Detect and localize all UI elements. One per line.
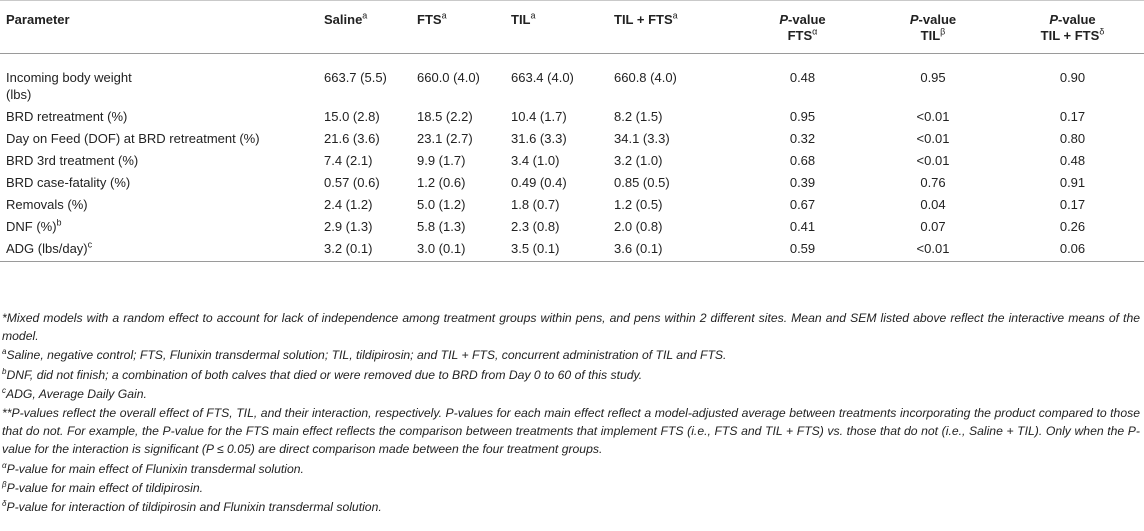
cell-parameter: ADG (lbs/day)c xyxy=(6,239,93,256)
header-p-interaction: P-value TIL + FTSδ xyxy=(1040,12,1105,43)
header-parameter: Parameter xyxy=(6,12,70,27)
cell-saline: 15.0 (2.8) xyxy=(324,109,380,124)
cell-p-fts: 0.48 xyxy=(789,70,816,85)
cell-p-til: 0.95 xyxy=(920,70,946,85)
cell-parameter: DNF (%)b xyxy=(6,217,62,234)
results-table-container: Parameter Salinea FTSa TILa TIL + FTSa P… xyxy=(0,0,1144,262)
cell-fts: 660.0 (4.0) xyxy=(417,70,480,85)
cell-fts: 5.8 (1.3) xyxy=(417,219,466,234)
cell-saline: 21.6 (3.6) xyxy=(324,131,380,146)
cell-p-interaction: 0.17 xyxy=(1059,109,1086,124)
footnote-beta: βP-value for main effect of tildipirosin… xyxy=(2,479,204,495)
cell-parameter: BRD 3rd treatment (%) xyxy=(6,153,139,168)
cell-p-fts: 0.39 xyxy=(789,175,816,190)
cell-p-fts: 0.32 xyxy=(789,131,816,146)
cell-til: 3.4 (1.0) xyxy=(511,153,560,168)
cell-fts: 23.1 (2.7) xyxy=(417,131,473,146)
header-p-fts: P-value FTSα xyxy=(779,12,826,43)
cell-fts: 9.9 (1.7) xyxy=(417,153,466,168)
table-row: BRD retreatment (%) 15.0 (2.8) 18.5 (2.2… xyxy=(0,105,1144,127)
cell-til-fts: 3.6 (0.1) xyxy=(614,241,663,256)
cell-p-til: 0.04 xyxy=(920,197,946,212)
cell-p-fts: 0.41 xyxy=(789,219,816,234)
footnote-b: bDNF, did not finish; a combination of b… xyxy=(2,366,643,382)
cell-til-fts: 660.8 (4.0) xyxy=(614,70,677,85)
footnote-a: aSaline, negative control; FTS, Flunixin… xyxy=(2,347,727,363)
cell-p-fts: 0.95 xyxy=(789,109,816,124)
cell-til: 1.8 (0.7) xyxy=(511,197,560,212)
footnote-delta: δP-value for interaction of tildipirosin… xyxy=(2,498,382,515)
cell-saline: 7.4 (2.1) xyxy=(324,153,373,168)
header-til: TILa xyxy=(511,10,536,27)
cell-p-til: 0.76 xyxy=(920,175,946,190)
cell-til: 10.4 (1.7) xyxy=(511,109,567,124)
cell-til-fts: 3.2 (1.0) xyxy=(614,153,663,168)
cell-p-til: <0.01 xyxy=(916,241,950,256)
header-p-til: P-value TILβ xyxy=(909,12,957,43)
cell-parameter: Removals (%) xyxy=(6,197,88,212)
cell-saline: 2.9 (1.3) xyxy=(324,219,373,234)
table-row: Day on Feed (DOF) at BRD retreatment (%)… xyxy=(0,127,1144,149)
table-row: ADG (lbs/day)c 3.2 (0.1) 3.0 (0.1) 3.5 (… xyxy=(0,237,1144,262)
cell-p-fts: 0.59 xyxy=(789,241,816,256)
cell-saline: 0.57 (0.6) xyxy=(324,175,380,190)
cell-fts: 18.5 (2.2) xyxy=(417,109,473,124)
cell-til: 2.3 (0.8) xyxy=(511,219,560,234)
cell-p-interaction: 0.26 xyxy=(1059,219,1086,234)
cell-til-fts: 2.0 (0.8) xyxy=(614,219,663,234)
footnote-alpha: αP-value for main effect of Flunixin tra… xyxy=(2,460,304,476)
header-saline: Salinea xyxy=(324,10,368,27)
cell-parameter: BRD case-fatality (%) xyxy=(6,175,131,190)
cell-p-interaction: 0.91 xyxy=(1059,175,1086,190)
cell-til: 3.5 (0.1) xyxy=(511,241,560,256)
results-table: Parameter Salinea FTSa TILa TIL + FTSa P… xyxy=(0,0,1144,262)
cell-fts: 1.2 (0.6) xyxy=(417,175,466,190)
cell-parameter: BRD retreatment (%) xyxy=(6,109,128,124)
table-row: Incoming body weight (lbs) 663.7 (5.5) 66… xyxy=(0,54,1144,106)
footnote-mixed-models: *Mixed models with a random effect to ac… xyxy=(2,311,1140,344)
cell-p-interaction: 0.06 xyxy=(1059,241,1086,256)
cell-p-til: <0.01 xyxy=(916,109,950,124)
cell-til-fts: 1.2 (0.5) xyxy=(614,197,663,212)
table-row: BRD case-fatality (%) 0.57 (0.6) 1.2 (0.… xyxy=(0,171,1144,193)
cell-p-interaction: 0.48 xyxy=(1059,153,1086,168)
cell-p-til: <0.01 xyxy=(916,131,950,146)
table-row: DNF (%)b 2.9 (1.3) 5.8 (1.3) 2.3 (0.8) 2… xyxy=(0,215,1144,237)
table-footnotes: *Mixed models with a random effect to ac… xyxy=(0,309,1140,517)
cell-til: 0.49 (0.4) xyxy=(511,175,567,190)
cell-p-interaction: 0.17 xyxy=(1059,197,1086,212)
cell-parameter: Day on Feed (DOF) at BRD retreatment (%) xyxy=(6,131,260,146)
header-fts: FTSa xyxy=(417,10,447,27)
cell-p-fts: 0.68 xyxy=(789,153,816,168)
cell-til-fts: 0.85 (0.5) xyxy=(614,175,670,190)
cell-til: 663.4 (4.0) xyxy=(511,70,574,85)
cell-p-fts: 0.67 xyxy=(789,197,816,212)
cell-fts: 3.0 (0.1) xyxy=(417,241,466,256)
header-row: Parameter Salinea FTSa TILa TIL + FTSa P… xyxy=(0,0,1144,54)
cell-saline: 3.2 (0.1) xyxy=(324,241,373,256)
cell-fts: 5.0 (1.2) xyxy=(417,197,466,212)
cell-til: 31.6 (3.3) xyxy=(511,131,567,146)
cell-parameter: Incoming body weight (lbs) xyxy=(6,70,132,102)
table-row: BRD 3rd treatment (%) 7.4 (2.1) 9.9 (1.7… xyxy=(0,149,1144,171)
footnote-p-values: **P-values reflect the overall effect of… xyxy=(2,406,1140,457)
header-til-fts: TIL + FTSa xyxy=(614,10,678,27)
footnote-c: cADG, Average Daily Gain. xyxy=(2,385,147,401)
cell-saline: 2.4 (1.2) xyxy=(324,197,373,212)
table-row: Removals (%) 2.4 (1.2) 5.0 (1.2) 1.8 (0.… xyxy=(0,193,1144,215)
cell-p-til: 0.07 xyxy=(920,219,946,234)
cell-p-interaction: 0.90 xyxy=(1059,70,1086,85)
cell-til-fts: 34.1 (3.3) xyxy=(614,131,670,146)
cell-til-fts: 8.2 (1.5) xyxy=(614,109,663,124)
cell-saline: 663.7 (5.5) xyxy=(324,70,387,85)
cell-p-til: <0.01 xyxy=(916,153,950,168)
cell-p-interaction: 0.80 xyxy=(1059,131,1086,146)
